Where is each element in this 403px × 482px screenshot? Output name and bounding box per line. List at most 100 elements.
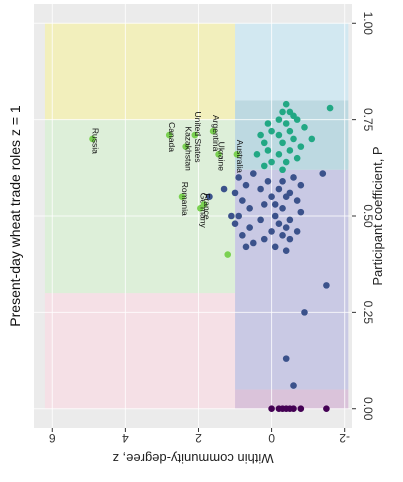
country-label: Romania (180, 182, 190, 216)
country-label: Russia (90, 128, 100, 154)
data-point (282, 224, 290, 231)
data-point (319, 170, 327, 177)
data-point (275, 151, 283, 158)
data-point (260, 235, 268, 243)
data-point (282, 100, 290, 108)
data-point (275, 220, 283, 228)
data-point (279, 231, 286, 239)
role-region-1 (235, 389, 349, 409)
data-point (268, 193, 275, 201)
p-axis-tick-label: 0.50 (361, 204, 375, 228)
data-point (290, 135, 297, 143)
data-point (286, 147, 294, 154)
data-point (264, 120, 272, 127)
data-point (268, 228, 275, 235)
data-point (279, 204, 286, 212)
hub-point (233, 151, 241, 158)
data-point (282, 247, 290, 254)
p-axis-tick-label: 0.25 (361, 301, 375, 325)
country-label: United States (193, 112, 203, 163)
data-point (293, 154, 301, 162)
data-point (293, 116, 301, 123)
data-point (231, 189, 239, 197)
data-point (282, 355, 290, 362)
data-point (282, 120, 290, 127)
data-point (290, 174, 297, 181)
data-point (253, 151, 261, 158)
data-point (257, 216, 264, 224)
data-point (271, 201, 279, 208)
data-point (297, 405, 305, 413)
data-point (279, 166, 286, 174)
data-point (264, 147, 272, 154)
p-axis-tick-label: 0.75 (361, 108, 375, 132)
data-point (301, 124, 308, 131)
data-point (275, 185, 283, 193)
data-point (275, 116, 283, 123)
data-point (279, 178, 286, 185)
data-point (282, 158, 290, 166)
data-point (228, 212, 235, 220)
data-point (286, 216, 294, 224)
hub-point (165, 131, 173, 139)
hub-point (182, 143, 189, 150)
x-axis-title: Participant coefficient, P (370, 146, 385, 285)
axes: 0.00 0.25 0.50 0.75 1.00 -2 0 2 4 6 (49, 12, 375, 445)
role-region-2 (235, 169, 349, 390)
hub-point (215, 151, 222, 158)
data-point (246, 204, 253, 212)
country-label: Germany (198, 193, 208, 229)
z-axis-tick-label: -2 (339, 431, 350, 445)
data-point (242, 243, 250, 251)
data-point (260, 139, 268, 147)
country-label: France (202, 193, 212, 220)
data-point (297, 143, 305, 150)
data-point (271, 212, 279, 220)
data-point (323, 405, 330, 413)
z-axis-tick-label: 6 (49, 431, 56, 445)
data-point (286, 235, 294, 243)
z-axis-tick-label: 0 (268, 431, 275, 445)
data-point (326, 104, 334, 112)
data-point (297, 208, 305, 216)
data-point (290, 405, 297, 413)
country-label: Argentina (211, 115, 221, 152)
data-point (282, 193, 290, 201)
data-point (260, 201, 268, 208)
hub-point (89, 135, 96, 143)
plot-area: Russia Canada Kazakhstan United States Roman… (34, 4, 352, 428)
country-label: Canada (167, 122, 177, 152)
data-point (297, 181, 305, 189)
country-label: Australia (235, 140, 245, 173)
country-label: Ukraine (217, 142, 227, 172)
data-point (264, 178, 272, 185)
hub-point (209, 127, 217, 135)
y-axis-title: Within community-degree, z (112, 451, 273, 466)
data-point (239, 197, 246, 204)
data-point (275, 131, 283, 139)
data-point (323, 282, 330, 289)
country-label: Kazakhstan (184, 126, 194, 171)
data-point (268, 127, 275, 135)
data-point (290, 382, 297, 389)
p-axis-tick-label: 0.00 (361, 397, 375, 421)
data-point (246, 224, 253, 231)
role-region-5 (44, 293, 236, 409)
plot-title: Present-day wheat trade roles z = 1 (7, 105, 23, 327)
data-point (260, 162, 268, 170)
hub-point (224, 251, 232, 258)
data-point (268, 158, 275, 166)
data-point (279, 108, 286, 116)
data-point (279, 139, 286, 147)
role-region-4 (235, 23, 349, 101)
hub-point (178, 193, 186, 201)
data-point (301, 309, 308, 316)
role-region-7 (44, 23, 236, 120)
data-point (220, 185, 228, 193)
data-point (206, 193, 213, 201)
hub-point (191, 131, 199, 139)
hub-point (200, 201, 208, 208)
data-point (242, 181, 250, 189)
data-point (293, 197, 301, 204)
